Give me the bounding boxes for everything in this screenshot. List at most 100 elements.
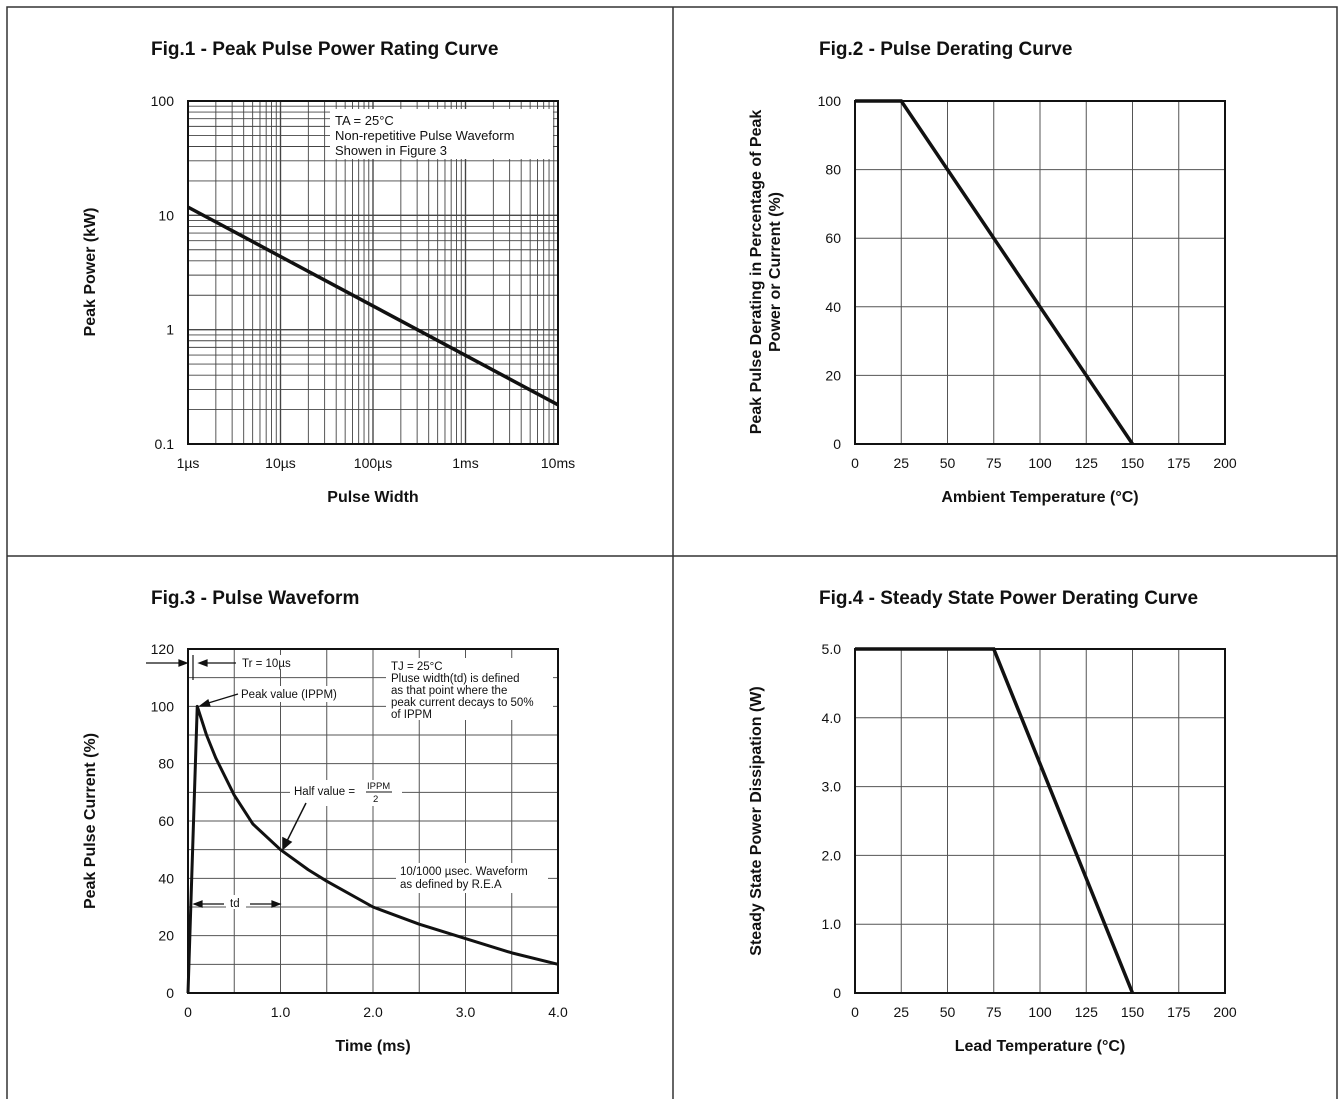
fig2-x-tick-label: 100	[1028, 455, 1052, 471]
fig1-x-tick-label: 10µs	[265, 455, 296, 471]
panel-frame	[6, 6, 1338, 1099]
fig2-x-tick-label: 200	[1213, 455, 1237, 471]
fig4-x-tick-label: 75	[986, 1004, 1002, 1020]
fig2-x-tick-label: 0	[851, 455, 859, 471]
fig4-x-tick-label: 25	[893, 1004, 909, 1020]
fig1-annotation-box	[330, 109, 553, 159]
fig1-title: Fig.1 - Peak Pulse Power Rating Curve	[151, 39, 498, 60]
fig3-x-tick-label: 2.0	[363, 1004, 383, 1020]
fig4-y-tick-label: 5.0	[822, 641, 842, 657]
fig3-peak-label: Peak value (IPPM)	[241, 689, 337, 701]
fig3-x-tick-label: 0	[184, 1004, 192, 1020]
fig1-y-tick-label: 0.1	[155, 436, 175, 452]
fig3-cond-line4: peak current decays to 50%	[391, 697, 534, 709]
fig1-annotation-ta: TA = 25°C	[335, 113, 394, 128]
fig4-x-tick-label: 100	[1028, 1004, 1052, 1020]
fig4-x-tick-label: 175	[1167, 1004, 1191, 1020]
fig3-x-tick-label: 3.0	[456, 1004, 476, 1020]
fig2-y-tick-label: 60	[825, 230, 841, 246]
fig4-x-tick-label: 0	[851, 1004, 859, 1020]
fig1-peak-pulse-power-chart: Fig.1 - Peak Pulse Power Rating Curve TA…	[82, 39, 575, 506]
fig3-cond-line5: of IPPM	[391, 709, 432, 721]
fig4-series	[855, 647, 1135, 994]
fig3-y-tick-label: 40	[158, 870, 174, 886]
fig2-y-tick-label: 40	[825, 299, 841, 315]
fig3-x-tick-label: 1.0	[271, 1004, 291, 1020]
fig1-y-tick-label: 1	[166, 322, 174, 338]
fig2-series	[855, 99, 1134, 445]
fig2-y-tick-label: 0	[833, 436, 841, 452]
fig3-y-axis-label: Peak Pulse Current (%)	[82, 733, 99, 909]
fig1-y-axis-label: Peak Power (kW)	[82, 208, 99, 337]
fig3-half-label: Half value =	[294, 786, 355, 798]
fig3-y-tick-label: 60	[158, 813, 174, 829]
fig3-tr-indicator	[146, 655, 236, 680]
fig2-y-axis-label-line1: Peak Pulse Derating in Percentage of Pea…	[748, 110, 765, 435]
fig1-annotation-waveform: Non-repetitive Pulse Waveform	[335, 128, 514, 143]
fig1-y-tick-label: 10	[158, 207, 174, 223]
fig3-title: Fig.3 - Pulse Waveform	[151, 588, 359, 609]
fig3-waveform-curve	[186, 704, 559, 994]
fig3-waveform-line2: as defined by R.E.A	[400, 879, 502, 891]
fig4-tick-labels: 0 25 50 75 100 125 150 175 200 0 1.0 2.0 3.0 4.0 5.0	[822, 641, 1237, 1020]
fig4-grid	[854, 648, 1226, 994]
fig2-x-tick-label: 150	[1121, 455, 1145, 471]
fig1-series	[187, 205, 559, 407]
fig2-x-axis-label: Ambient Temperature (°C)	[941, 489, 1138, 506]
fig3-tick-labels: 0 1.0 2.0 3.0 4.0 0 20 40 60 80 100 120	[151, 641, 568, 1020]
fig2-x-tick-label: 125	[1075, 455, 1099, 471]
fig3-td-indicator	[192, 900, 282, 908]
fig2-plot-frame	[854, 100, 1226, 445]
fig4-y-tick-label: 3.0	[822, 779, 842, 795]
fig1-x-tick-label: 10ms	[541, 455, 575, 471]
fig1-x-tick-label: 1ms	[452, 455, 478, 471]
fig3-half-numerator: IPPM	[367, 781, 390, 792]
fig4-x-axis-label: Lead Temperature (°C)	[955, 1038, 1126, 1055]
fig4-plot-frame	[854, 648, 1226, 994]
fig3-td-label: td	[230, 898, 240, 910]
fig2-tick-labels: 0 25 50 75 100 125 150 175 200 0 20 40 60 80 100	[818, 93, 1237, 471]
fig3-x-axis-label: Time (ms)	[335, 1038, 410, 1055]
fig3-y-tick-label: 100	[151, 698, 175, 714]
fig1-plot-frame	[187, 100, 559, 445]
fig3-y-tick-label: 80	[158, 756, 174, 772]
fig2-pulse-derating-chart: Fig.2 - Pulse Derating Curve 0 25 50 75 100 1…	[748, 39, 1237, 506]
fig3-y-tick-label: 120	[151, 641, 175, 657]
fig3-cond-line3: as that point where the	[391, 685, 507, 697]
fig3-plot-frame	[187, 648, 559, 994]
fig4-x-tick-label: 150	[1121, 1004, 1145, 1020]
fig3-td-box	[226, 895, 246, 909]
fig3-cond-line1: TJ = 25°C	[391, 661, 443, 673]
fig1-tick-labels: 1µs 10µs 100µs 1ms 10ms 0.1 1 10 100	[151, 93, 575, 471]
fig3-conditions-box	[386, 658, 553, 720]
fig2-x-tick-label: 25	[893, 455, 909, 471]
fig1-power-curve	[187, 205, 559, 407]
fig4-y-tick-label: 1.0	[822, 916, 842, 932]
fig3-peak-pointer	[198, 693, 239, 707]
fig3-half-pointer	[282, 802, 307, 851]
fig4-y-tick-label: 4.0	[822, 710, 842, 726]
fig3-waveform-box	[396, 863, 548, 893]
fig2-y-tick-label: 20	[825, 367, 841, 383]
fig2-title: Fig.2 - Pulse Derating Curve	[819, 39, 1072, 60]
fig4-x-tick-label: 50	[940, 1004, 956, 1020]
fig1-x-tick-label: 1µs	[177, 455, 200, 471]
fig3-series	[186, 704, 559, 994]
fig4-y-tick-label: 2.0	[822, 847, 842, 863]
fig3-cond-line2: Pluse width(td) is defined	[391, 673, 519, 685]
fig3-tr-box	[240, 655, 300, 669]
fig2-x-tick-label: 50	[940, 455, 956, 471]
fig4-x-tick-label: 125	[1075, 1004, 1099, 1020]
fig4-y-axis-label: Steady State Power Dissipation (W)	[748, 686, 765, 955]
fig4-y-tick-label: 0	[833, 985, 841, 1001]
fig1-x-axis-label: Pulse Width	[327, 489, 418, 506]
fig2-y-tick-label: 80	[825, 162, 841, 178]
fig3-pulse-waveform-chart: Fig.3 - Pulse Waveform 0 1.0 2.0 3.0 4.0 0 20 4…	[82, 588, 568, 1055]
fig3-half-box	[290, 780, 402, 806]
fig3-tr-label: Tr = 10µs	[242, 658, 291, 670]
fig1-annotation-figure: Showen in Figure 3	[335, 143, 447, 158]
fig3-half-denominator: 2	[373, 794, 378, 805]
fig3-waveform-line1: 10/1000 µsec. Waveform	[400, 866, 528, 878]
fig3-peak-box	[239, 686, 345, 702]
